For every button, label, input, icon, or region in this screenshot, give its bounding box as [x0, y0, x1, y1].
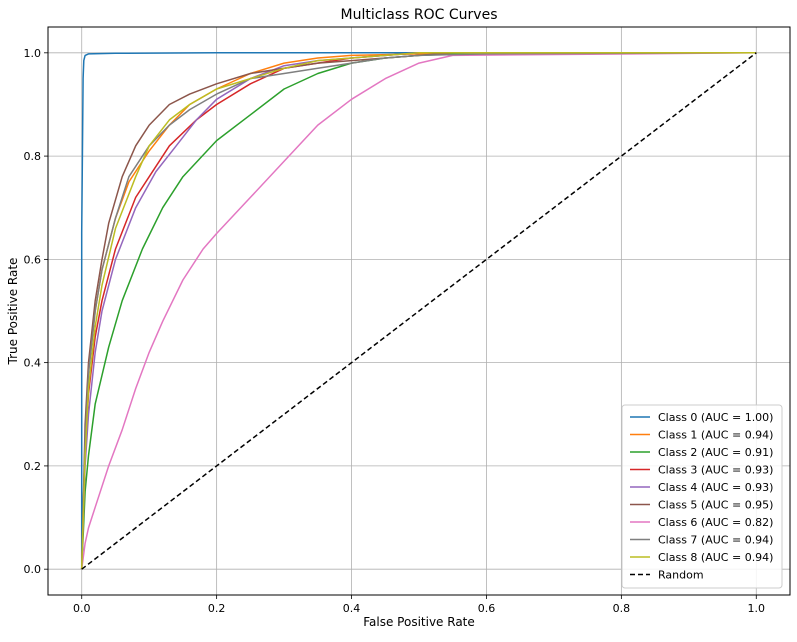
legend-label: Class 4 (AUC = 0.93) — [658, 481, 773, 494]
x-tick-label: 0.8 — [613, 602, 631, 615]
legend-label: Class 0 (AUC = 1.00) — [658, 411, 773, 424]
x-tick-label: 0.2 — [208, 602, 226, 615]
x-tick-label: 1.0 — [748, 602, 766, 615]
x-axis-label: False Positive Rate — [363, 615, 475, 629]
legend-label: Class 5 (AUC = 0.95) — [658, 499, 773, 512]
legend-box — [621, 404, 783, 589]
x-tick-label: 0.4 — [343, 602, 361, 615]
legend-label: Class 3 (AUC = 0.93) — [658, 464, 773, 477]
series-line-6 — [80, 52, 757, 570]
series-line-5 — [80, 52, 757, 570]
y-axis-label: True Positive Rate — [6, 258, 20, 366]
legend-label: Class 7 (AUC = 0.94) — [658, 534, 773, 547]
legend-label: Class 1 (AUC = 0.94) — [658, 429, 773, 442]
plot-frame — [47, 26, 791, 596]
x-tick-label: 0.6 — [478, 602, 496, 615]
legend-label: Random — [658, 569, 704, 582]
y-tick-label: 0.2 — [24, 460, 42, 473]
series-lines — [80, 52, 757, 570]
legend-label: Class 8 (AUC = 0.94) — [658, 551, 773, 564]
series-line-8 — [80, 52, 757, 570]
series-line-3 — [80, 52, 757, 570]
axis-ticks: 0.0 0.2 0.4 0.6 0.8 1.0 0.0 0.2 0.4 0.6 0.8 1.0 — [24, 47, 766, 615]
y-tick-label: 0.0 — [24, 563, 42, 576]
y-tick-label: 0.6 — [24, 253, 42, 266]
series-line-7 — [80, 52, 757, 570]
y-tick-label: 0.4 — [24, 357, 42, 370]
legend-label: Class 6 (AUC = 0.82) — [658, 516, 773, 529]
legend: Class 0 (AUC = 1.00) Class 1 (AUC = 0.94)… — [621, 404, 783, 589]
series-line-0 — [80, 52, 757, 570]
chart-title: Multiclass ROC Curves — [341, 7, 498, 23]
y-tick-label: 0.8 — [24, 150, 42, 163]
x-tick-label: 0.0 — [73, 602, 91, 615]
series-line-9 — [81, 52, 757, 570]
legend-label: Class 2 (AUC = 0.91) — [658, 446, 773, 459]
y-tick-label: 1.0 — [24, 47, 42, 60]
